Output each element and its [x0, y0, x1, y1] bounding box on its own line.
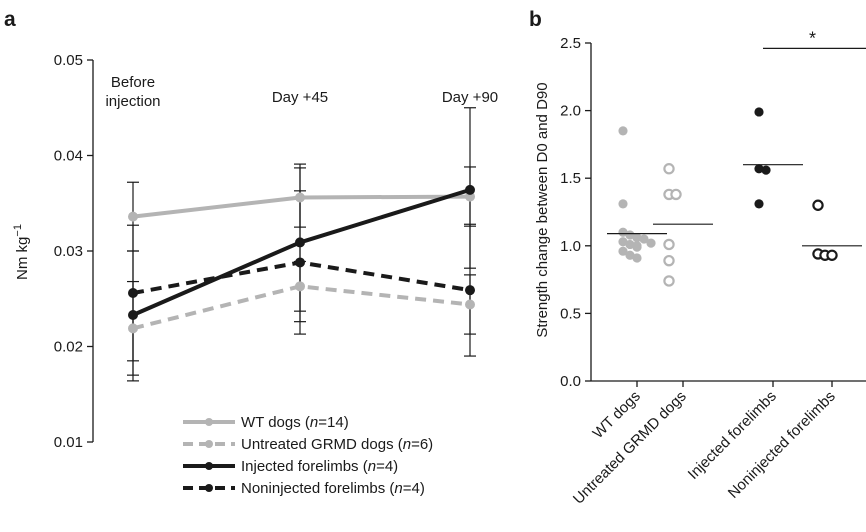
data-point-untreated	[663, 238, 675, 251]
data-point-untreated	[663, 254, 675, 267]
panel-b-letter: b	[529, 8, 542, 31]
data-point-untreated	[670, 188, 682, 201]
legend-text-untreated: Untreated GRMD dogs (	[241, 436, 403, 453]
data-point-injected	[754, 107, 764, 117]
data-point-injected	[754, 164, 764, 174]
panel-b-y-tick-label: 0.5	[560, 305, 581, 322]
data-point-wt	[632, 233, 642, 243]
panel-b-y-tick-label: 1.5	[560, 170, 581, 187]
panel-a-letter: a	[4, 8, 16, 31]
legend-text-wt: WT dogs (	[241, 414, 310, 431]
data-point-wt	[618, 246, 628, 256]
data-point-untreated	[465, 299, 475, 310]
legend-n-injected: n	[368, 458, 376, 475]
data-point-untreated	[295, 281, 305, 292]
panel-a-timepoint-label: Day +90	[442, 89, 498, 106]
panel-a-y-axis: 0.01 0.02 0.03 0.04 0.05	[54, 52, 94, 451]
data-point-untreated	[663, 163, 675, 175]
panel-b-category-label: Noninjected forelimbs	[725, 388, 839, 502]
legend-label-untreated: Untreated GRMD dogs (n=6)	[241, 436, 433, 453]
legend-count-noninjected: =4)	[403, 480, 425, 497]
panel-a-y-tick-label: 0.04	[54, 148, 83, 165]
data-point-noninjected	[812, 199, 824, 211]
panel-a-y-tick-label: 0.05	[54, 52, 83, 69]
legend-label-injected: Injected forelimbs (n=4)	[241, 458, 398, 475]
data-point-wt	[632, 242, 642, 252]
data-point-injected	[754, 199, 764, 209]
data-point-wt	[625, 230, 635, 240]
data-point-wt	[618, 199, 628, 209]
significance-star: *	[809, 28, 816, 48]
legend-n-wt: n	[310, 414, 318, 431]
panel-b-points	[618, 107, 838, 287]
legend-marker-noninjected	[205, 484, 213, 492]
legend-count-injected: =4)	[376, 458, 398, 475]
legend-label-noninjected: Noninjected forelimbs (n=4)	[241, 480, 425, 497]
legend-marker-wt	[205, 418, 213, 426]
data-point-untreated	[663, 275, 675, 287]
panel-b-significance: *	[763, 28, 866, 50]
data-point-wt	[618, 227, 628, 237]
legend-marker-untreated	[205, 440, 213, 448]
data-point-wt	[632, 253, 642, 263]
data-point-untreated	[128, 323, 138, 334]
panel-a-y-tick-label: 0.01	[54, 434, 83, 451]
panel-b-y-tick-label: 1.0	[560, 238, 581, 255]
data-point-noninjected	[295, 257, 305, 268]
data-point-wt	[295, 192, 305, 203]
legend-text-injected: Injected forelimbs (	[241, 458, 368, 475]
panel-a-timepoint-label: Before	[111, 74, 155, 91]
panel-a-y-axis-label: Nm kg−1	[12, 224, 31, 280]
panel-a-points	[128, 184, 475, 334]
data-point-wt	[618, 237, 628, 247]
panel-a-timepoint-labels: Before injection Day +45 Day +90	[105, 74, 498, 110]
legend-text-noninjected: Noninjected forelimbs (	[241, 480, 394, 497]
data-point-injected	[128, 309, 138, 320]
legend-n-untreated: n	[403, 436, 411, 453]
series-line-injected	[132, 187, 471, 317]
data-point-noninjected	[128, 288, 138, 299]
panel-b-y-axis: 0.0 0.5 1.0 1.5 2.0 2.5	[560, 35, 592, 390]
panel-a-timepoint-label: Day +45	[272, 89, 328, 106]
legend-count-untreated: =6)	[411, 436, 433, 453]
panel-b-y-tick-label: 0.0	[560, 373, 581, 390]
panel-b-median-lines	[607, 164, 862, 247]
data-point-noninjected	[826, 249, 838, 261]
data-point-wt	[128, 211, 138, 222]
panel-a-y-tick-label: 0.02	[54, 339, 83, 356]
data-point-wt	[646, 238, 656, 248]
data-point-wt	[618, 126, 628, 136]
legend-label-wt: WT dogs (n=14)	[241, 414, 349, 431]
panel-b-y-axis-label: Strength change between D0 and D90	[534, 82, 551, 337]
data-point-wt	[625, 239, 635, 250]
panel-a-legend: WT dogs (n=14)Untreated GRMD dogs (n=6)I…	[183, 414, 433, 497]
legend-n-noninjected: n	[394, 480, 402, 497]
data-point-injected	[761, 165, 771, 175]
data-point-wt	[625, 250, 635, 260]
data-point-injected	[465, 184, 475, 195]
data-point-injected	[295, 237, 305, 248]
panel-a-timepoint-label: injection	[105, 93, 160, 110]
legend-marker-injected	[205, 462, 213, 470]
data-point-wt	[639, 234, 649, 244]
panel-b-y-tick-label: 2.0	[560, 103, 581, 120]
panel-b-scatter-chart: b 0.0 0.5 1.0 1.5 2.0 2.5 Strength change bet…	[529, 8, 866, 508]
panel-a-line-chart: a 0.01 0.02 0.03 0.04 0.05 Nm kg−1 Before inj…	[4, 8, 498, 497]
panel-b-y-tick-label: 2.5	[560, 35, 581, 52]
panel-a-y-tick-label: 0.03	[54, 243, 83, 260]
data-point-noninjected	[465, 285, 475, 296]
legend-count-wt: =14)	[318, 414, 348, 431]
